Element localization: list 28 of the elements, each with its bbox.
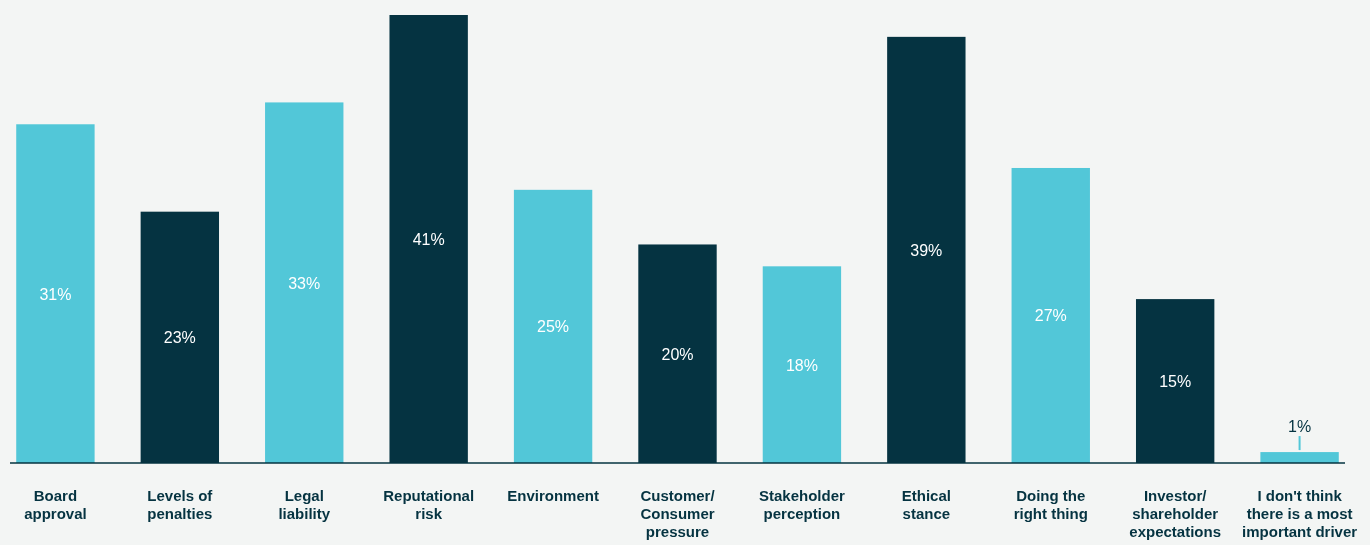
x-tick-label: Legal liability	[278, 487, 331, 522]
bar	[1260, 452, 1339, 463]
x-tick-label: Investor/ shareholder expectations	[1129, 487, 1222, 540]
bar	[762, 266, 842, 463]
data-label: 39%	[910, 241, 943, 259]
x-tick-label: I don't think there is a most important driver	[1242, 487, 1358, 540]
x-tick-label: Environment	[507, 487, 599, 504]
data-label: 27%	[1034, 307, 1067, 325]
x-tick-label: Ethical stance	[901, 487, 951, 522]
data-label: 31%	[39, 285, 72, 303]
x-tick-label: Customer/ Consumer pressure	[640, 487, 716, 540]
data-label: 18%	[785, 356, 818, 374]
bar	[16, 124, 95, 463]
x-tick-label: Levels of penalties	[147, 487, 214, 522]
bar	[513, 189, 593, 463]
x-tick-label: Reputational risk	[383, 487, 475, 522]
x-tick-label: Board approval	[24, 487, 87, 522]
x-tick-label: Stakeholder perception	[758, 487, 845, 522]
bar	[1011, 167, 1090, 463]
data-label: 15%	[1159, 373, 1192, 391]
x-tick-label: Doing the right thing	[1013, 487, 1088, 522]
data-label: 33%	[288, 274, 321, 292]
data-label: 41%	[412, 231, 445, 248]
data-label: 23%	[163, 329, 196, 347]
data-label: 20%	[661, 345, 694, 363]
bar	[265, 102, 344, 463]
data-label: 1%	[1288, 418, 1312, 436]
data-label: 25%	[537, 318, 570, 336]
